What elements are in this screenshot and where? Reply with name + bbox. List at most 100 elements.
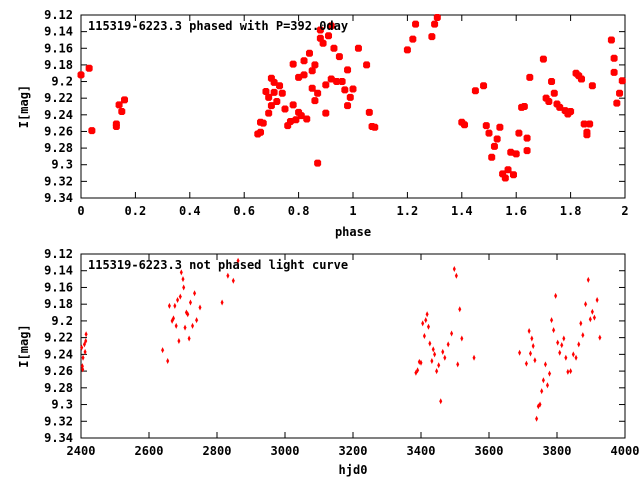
- data-point: [441, 348, 445, 355]
- data-point: [83, 348, 87, 355]
- y-tick-label: 9.32: [44, 414, 73, 428]
- data-point: [300, 57, 308, 65]
- data-point: [428, 340, 432, 347]
- data-point: [327, 22, 335, 30]
- plot-frame: [80, 253, 626, 439]
- data-point: [588, 316, 592, 323]
- data-point: [577, 75, 585, 83]
- data-point: [458, 306, 462, 313]
- data-point: [613, 99, 621, 107]
- data-point: [259, 119, 267, 127]
- data-point: [501, 174, 509, 182]
- data-point: [598, 334, 602, 341]
- data-point: [82, 341, 86, 348]
- data-point: [344, 66, 352, 74]
- data-point: [425, 311, 429, 318]
- chart-title: 115319-6223.3 not phased light curve: [88, 258, 348, 272]
- data-point: [198, 304, 202, 311]
- data-point: [595, 297, 599, 303]
- data-point: [422, 332, 426, 339]
- data-point: [327, 75, 335, 83]
- y-tick-label: 9.18: [44, 58, 73, 72]
- data-point: [567, 107, 575, 115]
- data-point: [270, 88, 278, 96]
- data-point: [461, 121, 469, 129]
- data-point: [564, 354, 568, 361]
- data-point: [270, 78, 278, 86]
- y-tick-label: 9.2: [51, 75, 73, 89]
- data-point: [77, 71, 85, 79]
- data-point: [289, 60, 297, 68]
- data-point: [556, 339, 560, 346]
- y-tick-label: 9.26: [44, 124, 73, 138]
- data-point: [171, 315, 175, 322]
- data-point: [177, 337, 181, 344]
- data-point: [424, 317, 428, 324]
- data-point: [335, 53, 343, 61]
- data-point: [586, 120, 594, 128]
- data-point: [526, 73, 534, 81]
- y-tick-label: 9.28: [44, 381, 73, 395]
- data-point: [607, 36, 615, 44]
- data-point: [88, 127, 96, 135]
- y-tick-label: 9.24: [44, 347, 73, 361]
- data-point: [580, 120, 588, 128]
- data-point: [480, 82, 488, 90]
- data-point: [173, 302, 177, 309]
- data-point: [574, 354, 578, 361]
- data-point: [552, 327, 556, 334]
- data-point: [231, 277, 235, 284]
- y-tick-label: 9.16: [44, 280, 73, 294]
- data-point: [179, 269, 183, 276]
- data-point: [419, 359, 423, 366]
- data-point: [257, 128, 265, 136]
- data-point: [85, 64, 93, 72]
- data-point: [346, 93, 354, 101]
- x-tick-label: 3000: [271, 444, 300, 458]
- data-point: [167, 302, 171, 309]
- data-point: [610, 68, 618, 76]
- y-tick-label: 9.34: [44, 431, 73, 445]
- data-point: [193, 290, 197, 297]
- x-tick-label: 4000: [611, 444, 640, 458]
- data-point: [181, 276, 185, 283]
- data-point: [539, 55, 547, 63]
- data-point: [363, 61, 371, 69]
- x-tick-label: 1.4: [451, 204, 473, 218]
- data-point: [300, 71, 308, 79]
- data-point: [115, 101, 123, 109]
- data-point: [289, 101, 297, 109]
- data-point: [365, 108, 373, 116]
- y-tick-label: 9.18: [44, 297, 73, 311]
- x-tick-label: 2400: [67, 444, 96, 458]
- data-point: [187, 335, 191, 342]
- data-point: [191, 322, 195, 329]
- data-point: [341, 86, 349, 94]
- data-point: [439, 398, 443, 405]
- x-tick-label: 0.8: [288, 204, 310, 218]
- data-point: [548, 370, 552, 377]
- data-point: [226, 272, 230, 279]
- data-point: [174, 322, 178, 329]
- data-point: [265, 93, 273, 101]
- data-point: [515, 129, 523, 137]
- data-point: [84, 331, 88, 338]
- data-point: [541, 377, 545, 384]
- data-point: [188, 299, 192, 306]
- data-point: [308, 84, 316, 92]
- data-point: [518, 349, 522, 356]
- data-point: [590, 308, 594, 315]
- data-point: [118, 107, 126, 115]
- y-axis-label: I[mag]: [17, 324, 31, 367]
- data-point: [558, 349, 562, 356]
- data-point: [273, 98, 281, 106]
- data-point: [450, 330, 454, 337]
- data-point: [527, 327, 531, 334]
- y-tick-label: 9.32: [44, 174, 73, 188]
- data-point: [319, 39, 327, 47]
- plot-frame: [80, 14, 626, 199]
- data-point: [507, 148, 515, 156]
- y-tick-label: 9.16: [44, 41, 73, 55]
- x-tick-label: 1.2: [397, 204, 419, 218]
- data-point: [437, 362, 441, 369]
